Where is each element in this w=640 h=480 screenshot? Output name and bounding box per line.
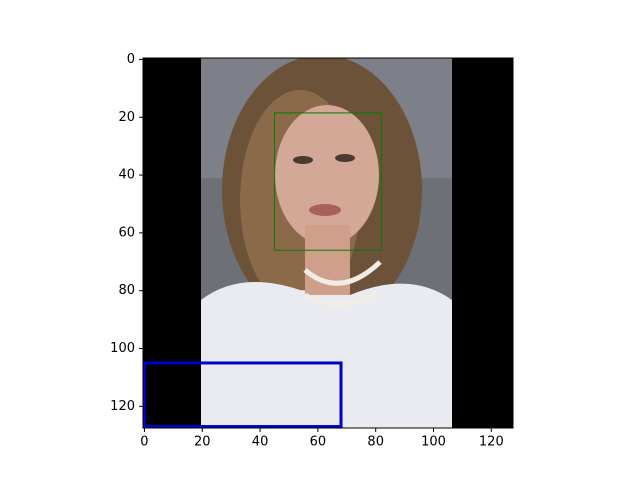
- y-tick-label: 40: [118, 168, 135, 183]
- x-tick-label: 20: [194, 435, 211, 450]
- y-tick-label: 100: [110, 341, 135, 356]
- x-tick-label: 120: [479, 435, 504, 450]
- bounding-box: [142, 361, 343, 429]
- y-tick-label: 60: [118, 225, 135, 240]
- x-tick-label: 100: [421, 435, 446, 450]
- y-tick-label: 20: [118, 110, 135, 125]
- x-tick-label: 80: [367, 435, 384, 450]
- y-tick-label: 120: [110, 399, 135, 414]
- y-tick-label: 80: [118, 283, 135, 298]
- x-tick-label: 0: [140, 435, 148, 450]
- bounding-box: [274, 112, 382, 251]
- x-tick-label: 40: [252, 435, 269, 450]
- image: [143, 58, 513, 428]
- axes-frame: [142, 57, 514, 429]
- y-tick-label: 0: [127, 52, 135, 67]
- x-tick-label: 60: [310, 435, 327, 450]
